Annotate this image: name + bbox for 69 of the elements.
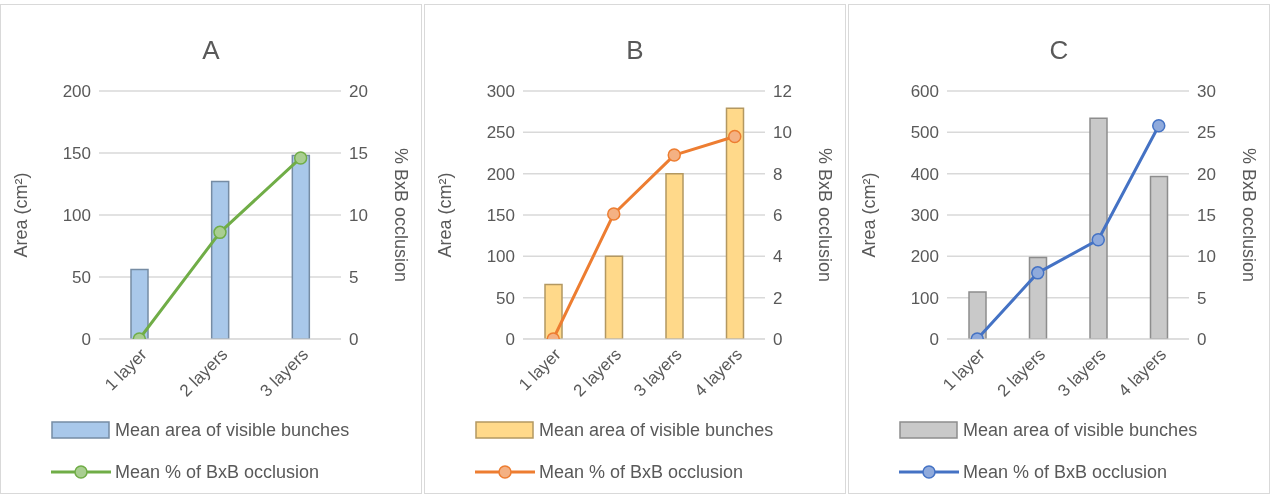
y2-tick-label: 4 bbox=[773, 247, 783, 267]
y2-tick-label: 5 bbox=[349, 268, 359, 288]
y-tick-label: 0 bbox=[505, 330, 515, 350]
y2-tick-label: 0 bbox=[349, 330, 359, 350]
y-axis-title: Area (cm²) bbox=[11, 172, 32, 258]
y2-tick-label: 2 bbox=[773, 288, 783, 308]
chart-title: B bbox=[625, 34, 645, 67]
y2-tick-label: 10 bbox=[349, 206, 368, 226]
y-tick-label: 400 bbox=[910, 164, 939, 184]
y-axis-title: Area (cm²) bbox=[859, 172, 880, 258]
legend-label: Mean % of BxB occlusion bbox=[539, 461, 744, 483]
y2-tick-label: 8 bbox=[773, 164, 783, 184]
point bbox=[1031, 266, 1045, 280]
bar bbox=[665, 172, 684, 339]
y-tick-label: 100 bbox=[62, 206, 91, 226]
y2-tick-label: 10 bbox=[1197, 247, 1216, 267]
y-tick-label: 200 bbox=[62, 82, 91, 102]
bar bbox=[291, 154, 311, 339]
y-tick-label: 100 bbox=[910, 288, 939, 308]
y-axis-title: Area (cm²) bbox=[435, 172, 456, 258]
y2-axis-title: % BxB occlusion bbox=[390, 147, 411, 283]
y2-tick-label: 0 bbox=[773, 330, 783, 350]
y-tick-label: 50 bbox=[72, 268, 91, 288]
chart-title: A bbox=[201, 34, 221, 67]
y2-tick-label: 6 bbox=[773, 206, 783, 226]
y2-tick-label: 15 bbox=[349, 144, 368, 164]
bar bbox=[1089, 117, 1108, 339]
y-tick-label: 200 bbox=[910, 247, 939, 267]
y2-tick-label: 30 bbox=[1197, 82, 1216, 102]
point bbox=[607, 207, 621, 221]
legend-label: Mean area of visible bunches bbox=[539, 419, 774, 441]
y-tick-label: 200 bbox=[486, 164, 515, 184]
y-tick-label: 50 bbox=[496, 288, 515, 308]
y2-tick-label: 20 bbox=[1197, 164, 1216, 184]
y-tick-label: 300 bbox=[910, 206, 939, 226]
y-tick-label: 600 bbox=[910, 82, 939, 102]
y2-tick-label: 0 bbox=[1197, 330, 1207, 350]
point bbox=[293, 151, 308, 165]
legend-label: Mean area of visible bunches bbox=[115, 419, 350, 441]
point bbox=[213, 225, 227, 240]
y-tick-label: 150 bbox=[62, 144, 91, 164]
y-tick-label: 250 bbox=[486, 123, 515, 143]
point bbox=[728, 129, 742, 144]
bar bbox=[130, 268, 149, 339]
point bbox=[1091, 233, 1105, 247]
chart-title: C bbox=[1048, 34, 1070, 67]
y2-tick-label: 12 bbox=[773, 82, 792, 102]
bar bbox=[1149, 175, 1169, 339]
y-tick-label: 100 bbox=[486, 247, 515, 267]
y2-tick-label: 10 bbox=[773, 123, 792, 143]
y2-axis-title: % BxB occlusion bbox=[814, 147, 835, 283]
y2-tick-label: 5 bbox=[1197, 288, 1207, 308]
y-tick-label: 500 bbox=[910, 123, 939, 143]
bar bbox=[604, 255, 624, 339]
point bbox=[1152, 118, 1166, 133]
bar bbox=[725, 107, 745, 339]
legend-label: Mean % of BxB occlusion bbox=[115, 461, 320, 483]
y2-tick-label: 25 bbox=[1197, 123, 1216, 143]
y2-tick-label: 20 bbox=[349, 82, 368, 102]
y2-axis-title: % BxB occlusion bbox=[1238, 147, 1259, 283]
y-tick-label: 150 bbox=[486, 206, 515, 226]
bar bbox=[210, 180, 230, 339]
legend-label: Mean % of BxB occlusion bbox=[963, 461, 1168, 483]
y-tick-label: 300 bbox=[486, 82, 515, 102]
point bbox=[667, 148, 681, 162]
y2-tick-label: 15 bbox=[1197, 206, 1216, 226]
y-tick-label: 0 bbox=[81, 330, 91, 350]
y-tick-label: 0 bbox=[929, 330, 939, 350]
legend-label: Mean area of visible bunches bbox=[963, 419, 1198, 441]
